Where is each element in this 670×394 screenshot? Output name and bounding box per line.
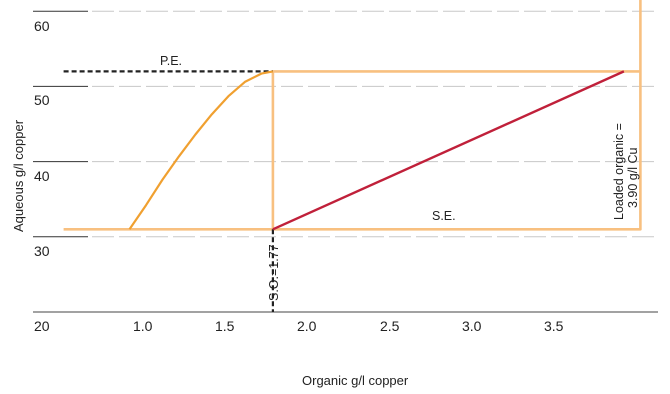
- y-tick-label: 40: [34, 168, 50, 184]
- x-axis-title: Organic g/l copper: [302, 373, 409, 388]
- equilibrium-curve: [128, 70, 274, 230]
- so-label: S.O.=1.77: [267, 244, 281, 301]
- y-tick-label: 50: [34, 92, 50, 108]
- x-tick-label: 3.0: [462, 318, 482, 334]
- y-axis-title: Aqueous g/l copper: [11, 119, 26, 232]
- loaded-organic-label-line1: Loaded organic =: [612, 123, 626, 220]
- x-tick-label: 2.5: [380, 318, 400, 334]
- se-label: S.E.: [432, 209, 456, 223]
- y-tick-label: 20: [34, 318, 50, 334]
- x-tick-label: 1.5: [215, 318, 235, 334]
- series-layer: [63, 0, 642, 312]
- grid-layer: [33, 10, 658, 313]
- stage-boundary: [63, 0, 642, 231]
- pe-label: P.E.: [160, 54, 183, 68]
- operating-line: [272, 70, 625, 231]
- x-tick-label: 3.5: [544, 318, 564, 334]
- y-tick-label: 60: [34, 18, 50, 34]
- x-tick-label: 1.0: [133, 318, 153, 334]
- x-tick-label: 2.0: [297, 318, 317, 334]
- y-tick-label: 30: [34, 243, 50, 259]
- loaded-organic-label-line2: 3.90 g/l Cu: [626, 147, 640, 208]
